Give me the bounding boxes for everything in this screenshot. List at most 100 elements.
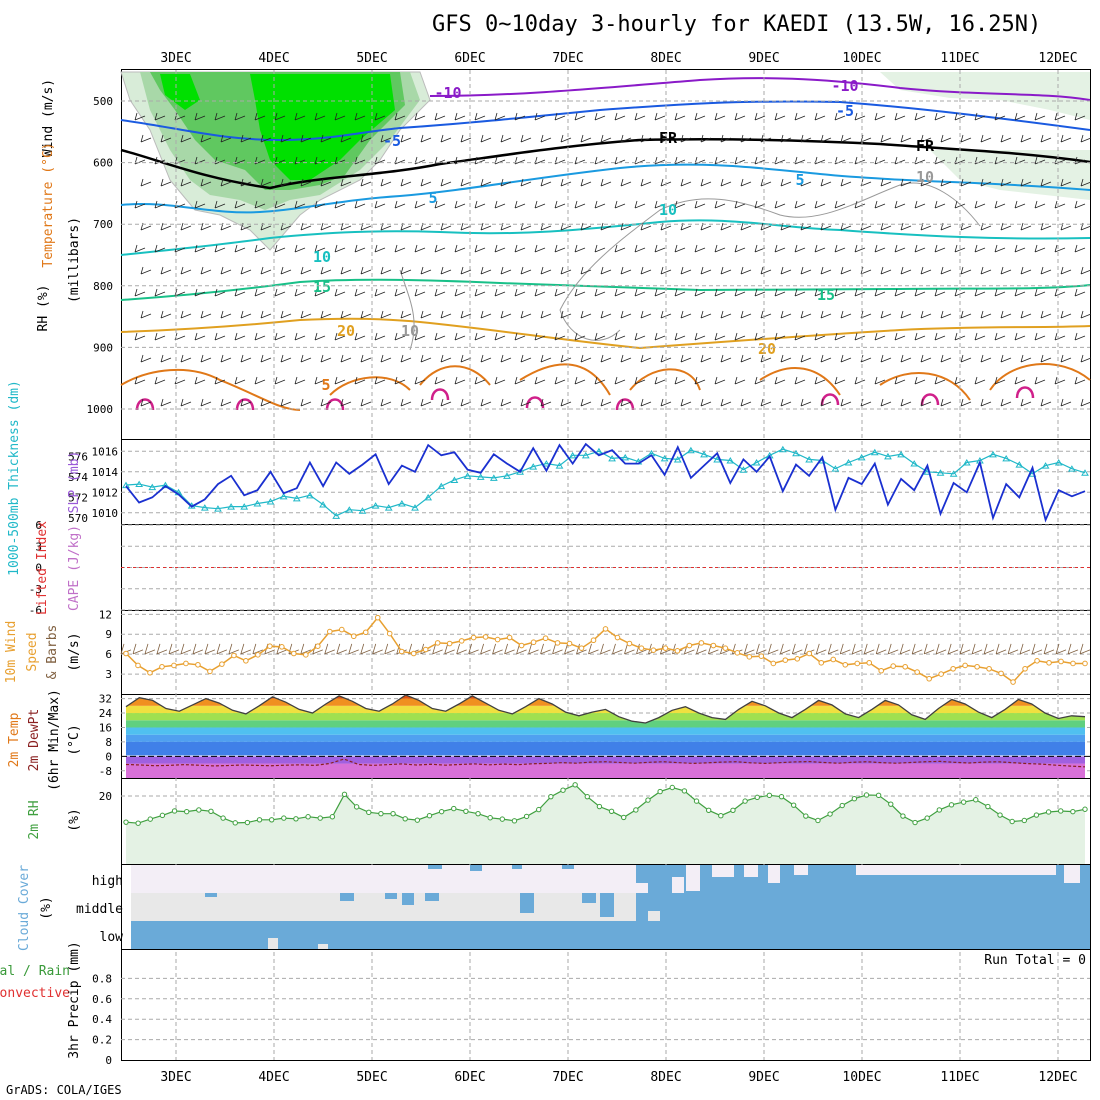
wind-barb	[480, 134, 492, 143]
wind-barb	[994, 332, 1006, 341]
wind-barb	[980, 354, 992, 363]
thickness-point	[411, 504, 419, 511]
wind-barb	[534, 112, 546, 121]
wind10-point	[710, 642, 717, 649]
wind-barb	[1000, 266, 1012, 275]
wind-barb	[560, 266, 572, 275]
thickness-point	[529, 463, 538, 470]
wind-barb	[814, 288, 826, 297]
wind-barb	[214, 200, 226, 209]
wind-barb	[454, 156, 466, 165]
wind-barb	[340, 266, 352, 275]
wind-barb	[634, 200, 646, 209]
temperature-contour-warm	[135, 398, 155, 411]
thickness-point	[200, 504, 209, 511]
ylabel-cloud: Cloud Cover	[17, 865, 32, 951]
wind-barb	[920, 310, 932, 319]
precip-tick: 0.4	[92, 1013, 112, 1026]
bottom-date-label: 9DEC	[748, 1070, 779, 1085]
rh2m-point	[256, 817, 263, 823]
ylabel-precip-convective: Convective	[0, 986, 70, 1001]
wind-barb	[340, 310, 352, 319]
wind-barb	[1014, 376, 1026, 385]
wind10-point	[470, 634, 477, 641]
wind10-point	[159, 663, 165, 670]
wind-barb	[920, 266, 932, 275]
bottom-date-label: 12DEC	[1038, 1070, 1077, 1085]
rh2m-point	[293, 816, 299, 822]
wind-barb	[794, 376, 806, 385]
wind-barb	[580, 134, 592, 143]
wind-barb	[534, 332, 546, 341]
wind-barb	[974, 112, 986, 121]
wind-barb	[514, 376, 526, 385]
bottom-date-label: 7DEC	[552, 1070, 583, 1085]
wind10-barb	[576, 643, 587, 655]
wind10-point	[938, 671, 944, 677]
wind-barb	[160, 310, 172, 319]
wind-barb	[280, 178, 292, 187]
wind-barb	[134, 288, 146, 297]
wind-barb	[594, 112, 606, 121]
rh2m-point	[305, 814, 311, 820]
wind10-point	[566, 640, 573, 647]
wind-barb	[974, 376, 986, 385]
wind-barb	[574, 112, 586, 121]
wind-barb	[440, 222, 452, 231]
wind-barb	[480, 310, 492, 319]
wind-barb	[160, 354, 172, 363]
wind-barb	[774, 112, 786, 121]
wind-barb	[300, 310, 312, 319]
wind-barb	[754, 376, 766, 385]
wind-barb	[480, 222, 492, 231]
wind-barb	[140, 398, 152, 407]
wind10-point	[231, 652, 237, 659]
wind-barb	[280, 134, 292, 143]
wind-barb	[814, 376, 826, 385]
wind10-point	[338, 626, 345, 633]
thickness-point	[805, 455, 814, 463]
wind-barb	[694, 376, 706, 385]
rh2m-point	[511, 818, 518, 824]
wind-barb	[894, 288, 906, 297]
rh2m-point	[936, 807, 943, 813]
wind-barb	[600, 178, 612, 187]
wind10-tick: 12	[99, 608, 112, 621]
wind-barb	[160, 222, 172, 231]
wind-barb	[814, 112, 826, 121]
wind-barb	[274, 200, 286, 209]
rh2m-point	[839, 802, 845, 809]
wind-barb	[140, 354, 152, 363]
thickness-point	[700, 450, 708, 458]
wind-barb	[714, 200, 726, 209]
cloud-gap	[856, 865, 1056, 875]
wind-barb	[454, 244, 466, 253]
wind-barb	[300, 398, 312, 407]
wind-barb	[454, 332, 466, 341]
wind10-point	[602, 626, 609, 632]
wind-barb	[534, 288, 546, 297]
temperature-contour-warm	[615, 398, 635, 411]
wind-barb	[834, 288, 846, 297]
thickness-point	[424, 493, 433, 501]
lifted-index-tick: -3	[29, 583, 42, 596]
rh2m-tick: 20	[99, 790, 112, 803]
wind-barb	[594, 156, 606, 165]
wind-barb	[894, 244, 906, 253]
wind10-barb	[887, 643, 899, 655]
wind-barb	[134, 112, 146, 121]
wind-barb	[800, 310, 812, 319]
wind10-barb	[564, 643, 575, 655]
wind-barb	[634, 244, 646, 253]
wind-barb	[600, 354, 612, 363]
wind-barb	[780, 310, 792, 319]
wind-barb	[520, 134, 532, 143]
wind10-point	[291, 650, 297, 657]
wind-barb	[834, 112, 846, 121]
wind-barb	[934, 288, 946, 297]
temp-color-band	[126, 720, 1085, 728]
dewpoint-line	[125, 758, 1086, 768]
wind-barb	[200, 398, 212, 407]
wind-barb	[180, 266, 192, 275]
wind-barb	[740, 310, 752, 319]
